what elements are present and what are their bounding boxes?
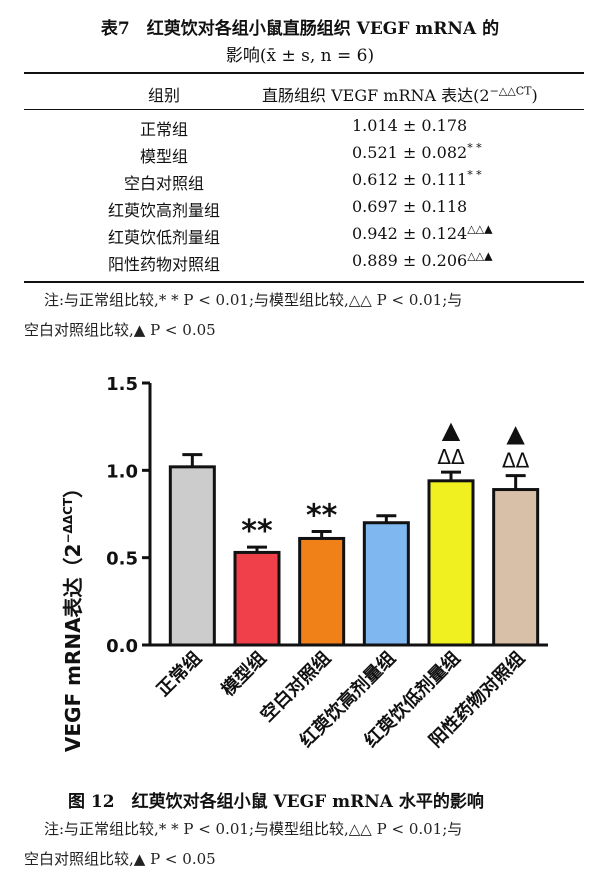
table-row: 红萸饮高剂量组 0.697 ± 0.118	[0, 197, 600, 223]
significance-label: ΔΔ	[502, 449, 530, 473]
table-cell-group: 红萸饮低剂量组	[107, 228, 220, 247]
y-axis-label-text: VEGF mRNA表达（2	[61, 544, 85, 753]
x-tick-label: 正常组	[152, 647, 206, 701]
significance-label: **	[241, 514, 273, 549]
x-tick-label: 模型组	[217, 647, 271, 701]
y-tick-label: 0.5	[106, 549, 138, 570]
table-cell-group: 红萸饮高剂量组	[107, 201, 220, 220]
table-cell-value: 0.612 ± 0.111* *	[352, 170, 482, 189]
significance-label: ▲	[442, 416, 461, 444]
value-text: 0.612 ± 0.111	[352, 170, 468, 189]
significance-label: ΔΔ	[437, 445, 465, 469]
table-header-expression: 直肠组织 VEGF mRNA 表达(2−△△CT)	[262, 82, 538, 106]
table-cell-group: 空白对照组	[123, 174, 204, 193]
figure-note-line2: 空白对照组比较,▲ P < 0.05	[24, 850, 216, 868]
value-text: 0.942 ± 0.124	[352, 224, 468, 243]
table-row: 空白对照组 0.612 ± 0.111* *	[0, 170, 600, 196]
table-row: 红萸饮低剂量组 0.942 ± 0.124△△▲	[0, 224, 600, 250]
bar	[492, 488, 540, 647]
figure-note-line1: 注:与正常组比较,* * P < 0.01;与模型组比较,△△ P < 0.01…	[44, 820, 463, 838]
table-note-line2: 空白对照组比较,▲ P < 0.05	[24, 321, 216, 339]
table-header-expression-end: )	[531, 86, 538, 105]
figure-caption: 图 12 红萸饮对各组小鼠 VEGF mRNA 水平的影响	[68, 792, 484, 812]
table-subtitle-text: 影响(x̄ ± s, n = 6)	[225, 46, 375, 66]
table-note-line1: 注:与正常组比较,* * P < 0.01;与模型组比较,△△ P < 0.01…	[44, 291, 463, 309]
y-tick-label: 0.0	[106, 636, 138, 657]
significance-label: ▲	[506, 420, 525, 448]
significance-mark: * *	[467, 168, 482, 182]
table-row: 阳性药物对照组 0.889 ± 0.206△△▲	[0, 251, 600, 277]
table-cell-group: 正常组	[139, 120, 188, 139]
bar	[233, 550, 281, 647]
table-bottom-rule	[24, 281, 584, 283]
table-header-rule	[24, 109, 584, 110]
value-text: 1.014 ± 0.178	[352, 116, 468, 135]
bar	[298, 536, 346, 647]
table-row: 正常组 1.014 ± 0.178	[0, 116, 600, 142]
significance-label: **	[306, 498, 338, 533]
table-header-group: 组别	[147, 86, 180, 105]
table-title: 表7 红萸饮对各组小鼠直肠组织 VEGF mRNA 的	[100, 19, 500, 39]
significance-mark: * *	[467, 141, 482, 155]
bar	[168, 465, 216, 647]
significance-mark: △△▲	[467, 222, 493, 236]
table-top-rule	[24, 72, 584, 74]
value-text: 0.697 ± 0.118	[352, 197, 468, 216]
table-header-expression-sup: −△△CT	[489, 84, 532, 98]
table-header-expression-text: 直肠组织 VEGF mRNA 表达(2	[262, 86, 490, 105]
y-axis-label-sup: −ΔΔCT	[61, 497, 75, 543]
table-cell-group: 阳性药物对照组	[107, 255, 220, 274]
value-text: 0.889 ± 0.206	[352, 251, 468, 270]
figure-note: 注:与正常组比较,* * P < 0.01;与模型组比较,△△ P < 0.01…	[24, 814, 584, 874]
table-cell-value: 0.889 ± 0.206△△▲	[352, 251, 493, 270]
significance-mark: △△▲	[467, 249, 493, 263]
table-cell-value: 0.521 ± 0.082* *	[352, 143, 482, 162]
y-axis-label-end: ）	[61, 478, 85, 498]
y-axis-label: VEGF mRNA表达（2−ΔΔCT）	[61, 478, 85, 752]
table-cell-value: 1.014 ± 0.178	[352, 116, 467, 135]
table-cell-group: 模型组	[139, 147, 188, 166]
bar	[362, 521, 410, 647]
table-note: 注:与正常组比较,* * P < 0.01;与模型组比较,△△ P < 0.01…	[24, 285, 584, 345]
table-subtitle: 影响(x̄ ± s, n = 6)	[0, 41, 600, 66]
table-cell-value: 0.697 ± 0.118	[352, 197, 467, 216]
y-tick-label: 1.5	[106, 374, 138, 395]
value-text: 0.521 ± 0.082	[352, 143, 468, 162]
table-cell-value: 0.942 ± 0.124△△▲	[352, 224, 493, 243]
bar	[427, 479, 475, 647]
y-tick-label: 1.0	[106, 461, 138, 482]
table-row: 模型组 0.521 ± 0.082* *	[0, 143, 600, 169]
